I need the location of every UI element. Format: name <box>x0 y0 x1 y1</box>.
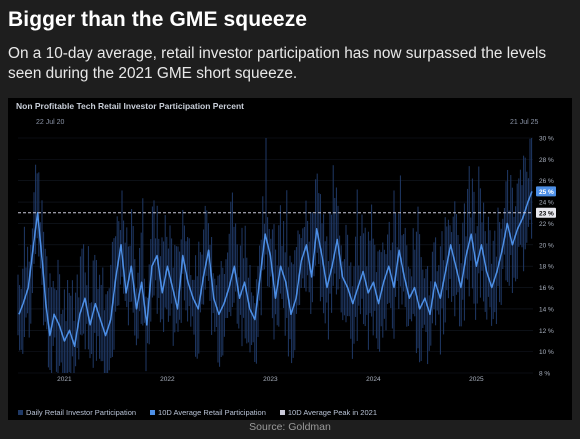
y-tick-label: 20 % <box>539 242 554 249</box>
peak-value-badge: 23 % <box>536 207 556 218</box>
avg-participation-line <box>18 191 533 348</box>
chart-panel: Non Profitable Tech Retail Investor Part… <box>8 98 572 420</box>
current-value-badge-bg <box>536 186 556 197</box>
legend-label-peak: 10D Average Peak in 2021 <box>287 407 377 417</box>
chart-svg: Non Profitable Tech Retail Investor Part… <box>16 101 556 383</box>
y-tick-label: 8 % <box>539 371 550 378</box>
peak-value-badge-text: 23 % <box>539 210 554 217</box>
y-tick-label: 12 % <box>539 328 554 335</box>
legend-swatch-daily <box>18 409 23 415</box>
current-value-badge-text: 25 % <box>539 189 554 196</box>
x-tick-label: 2024 <box>366 376 381 383</box>
headline: Bigger than the GME squeeze <box>8 8 308 31</box>
range-end-label: 21 Jul 25 <box>510 119 539 126</box>
x-tick-label: 2021 <box>57 376 72 383</box>
x-tick-label: 2023 <box>263 376 278 383</box>
x-tick-label: 2025 <box>469 376 484 383</box>
value-badges: 25 % 23 % <box>536 186 556 218</box>
y-tick-label: 16 % <box>539 285 554 292</box>
y-tick-label: 22 % <box>539 221 554 228</box>
y-tick-label: 28 % <box>539 157 554 164</box>
y-tick-label: 26 % <box>539 178 554 185</box>
chart-legend: Daily Retail Investor Participation 10D … <box>18 406 377 418</box>
legend-label-average: 10D Average Retail Participation <box>158 407 266 417</box>
source-note: Source: Goldman <box>249 421 331 433</box>
y-tick-label: 10 % <box>539 349 554 356</box>
legend-swatch-average <box>150 409 156 415</box>
subheadline: On a 10-day average, retail investor par… <box>8 45 547 82</box>
y-tick-label: 30 % <box>539 136 554 143</box>
y-tick-label: 18 % <box>539 264 554 271</box>
legend-item-average: 10D Average Retail Participation <box>150 408 266 417</box>
legend-label-daily: Daily Retail Investor Participation <box>26 407 137 417</box>
peak-value-badge-bg <box>536 207 556 218</box>
daily-participation-bars <box>17 138 533 373</box>
range-start-label: 22 Jul 20 <box>36 119 65 126</box>
y-axis: 8 %10 %12 %14 %16 %18 %20 %22 %24 %26 %2… <box>539 136 554 378</box>
y-tick-label: 14 % <box>539 306 554 313</box>
y-tick-label: 24 % <box>539 200 554 207</box>
x-axis: 2021 2022 2023 2024 2025 <box>57 376 484 383</box>
legend-swatch-peak <box>279 409 285 415</box>
legend-item-daily: Daily Retail Investor Participation <box>18 408 136 417</box>
x-tick-label: 2022 <box>160 376 175 383</box>
chart-title: Non Profitable Tech Retail Investor Part… <box>16 101 244 111</box>
current-value-badge: 25 % <box>536 186 556 197</box>
legend-item-peak: 10D Average Peak in 2021 <box>279 407 377 417</box>
